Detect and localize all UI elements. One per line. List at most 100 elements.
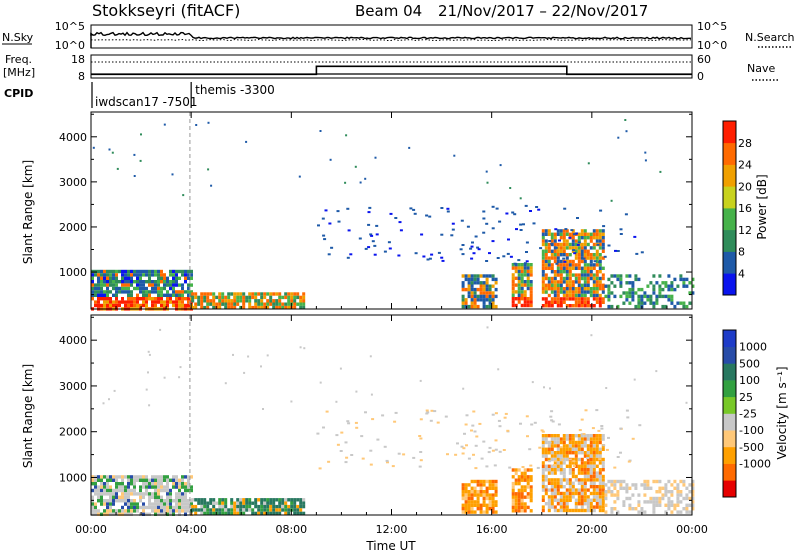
y-tick-label: 4000 (59, 131, 87, 144)
scatter-cell (667, 294, 671, 299)
scatter-cell (574, 444, 578, 448)
scatter-cell (626, 416, 630, 419)
scatter-cell (541, 236, 545, 240)
scatter-cell (583, 495, 587, 499)
scatter-cell (529, 283, 533, 287)
scatter-cell (523, 495, 527, 499)
scatter-cell (473, 304, 477, 309)
scatter-cell (562, 280, 566, 284)
scatter-cell (171, 173, 174, 176)
scatter-cell (136, 475, 139, 479)
scatter-cell (212, 302, 216, 306)
scatter-cell (525, 260, 529, 263)
scatter-cell (194, 292, 198, 296)
scatter-cell (355, 390, 358, 393)
scatter-cell (124, 499, 127, 503)
scatter-cell (580, 488, 584, 492)
scatter-cell (166, 495, 169, 499)
scatter-cell (470, 486, 474, 490)
scatter-cell (163, 499, 166, 503)
scatter-cell (553, 256, 557, 260)
scatter-cell (479, 291, 483, 295)
scatter-cell (358, 237, 362, 240)
scatter-cell (574, 246, 578, 250)
scatter-cell (514, 505, 518, 510)
scatter-cell (482, 291, 486, 295)
scatter-cell (440, 207, 444, 209)
scatter-cell (136, 297, 139, 301)
scatter-cell (595, 280, 599, 284)
scatter-cell (124, 280, 127, 284)
scatter-cell (133, 303, 136, 308)
scatter-cell (212, 299, 216, 303)
scatter-cell (218, 299, 222, 303)
scatter-cell (142, 273, 145, 277)
scatter-cell (260, 498, 264, 502)
scatter-cell (488, 479, 492, 484)
scatter-cell (245, 140, 248, 143)
scatter-cell (604, 284, 608, 288)
scatter-cell (523, 293, 527, 297)
scatter-cell (670, 301, 674, 305)
scatter-cell (547, 457, 551, 462)
scatter-cell (197, 501, 201, 505)
scatter-cell (559, 495, 563, 499)
scatter-cell (522, 223, 525, 226)
scatter-cell (556, 280, 560, 284)
scatter-cell (260, 501, 264, 505)
scatter-cell (685, 496, 689, 501)
scatter-cell (100, 303, 103, 308)
scatter-cell (488, 507, 492, 511)
nave-trace (91, 65, 692, 76)
scatter-cell (664, 294, 668, 299)
scatter-cell (103, 290, 106, 294)
scatter-cell (254, 305, 258, 310)
scatter-cell (673, 277, 677, 282)
colorbar-tick-label: 20 (738, 180, 752, 193)
scatter-cell (601, 488, 605, 492)
scatter-cell (577, 293, 581, 298)
scatter-cell (160, 303, 163, 308)
scatter-cell (643, 493, 647, 497)
scatter-cell (559, 498, 563, 502)
scatter-cell (682, 479, 686, 484)
scatter-cell (525, 241, 529, 244)
scatter-cell (565, 293, 569, 298)
scatter-cell (169, 280, 172, 284)
scatter-cell (589, 232, 593, 236)
scatter-cell (260, 504, 264, 509)
scatter-cell (103, 283, 106, 287)
scatter-cell (100, 273, 103, 277)
scatter-cell (559, 508, 563, 513)
scatter-cell (181, 290, 184, 294)
scatter-cell (598, 488, 602, 492)
scatter-cell (565, 508, 569, 513)
scatter-cell (130, 276, 133, 280)
scatter-cell (592, 253, 596, 257)
scatter-cell (200, 508, 204, 512)
scatter-cell (433, 410, 437, 413)
scatter-cell (429, 419, 433, 422)
scatter-cell (148, 290, 151, 294)
scatter-cell (194, 305, 198, 310)
scatter-cell (479, 507, 483, 511)
scatter-cell (528, 448, 532, 451)
scatter-cell (580, 287, 584, 291)
scatter-cell (157, 478, 160, 482)
scatter-cell (563, 207, 567, 210)
scatter-cell (260, 295, 264, 300)
scatter-cell (112, 488, 115, 493)
scatter-cell (218, 508, 222, 512)
scatter-cell (574, 508, 578, 513)
scatter-cell (583, 283, 587, 287)
scatter-cell (154, 509, 157, 513)
scatter-cell (218, 501, 222, 505)
scatter-cell (550, 471, 554, 475)
scatter-cell (263, 504, 267, 509)
scatter-cell (112, 283, 115, 287)
scatter-cell (616, 277, 620, 282)
scatter-cell (511, 502, 515, 506)
scatter-cell (91, 512, 94, 516)
scatter-cell (592, 242, 596, 247)
scatter-cell (571, 273, 575, 277)
